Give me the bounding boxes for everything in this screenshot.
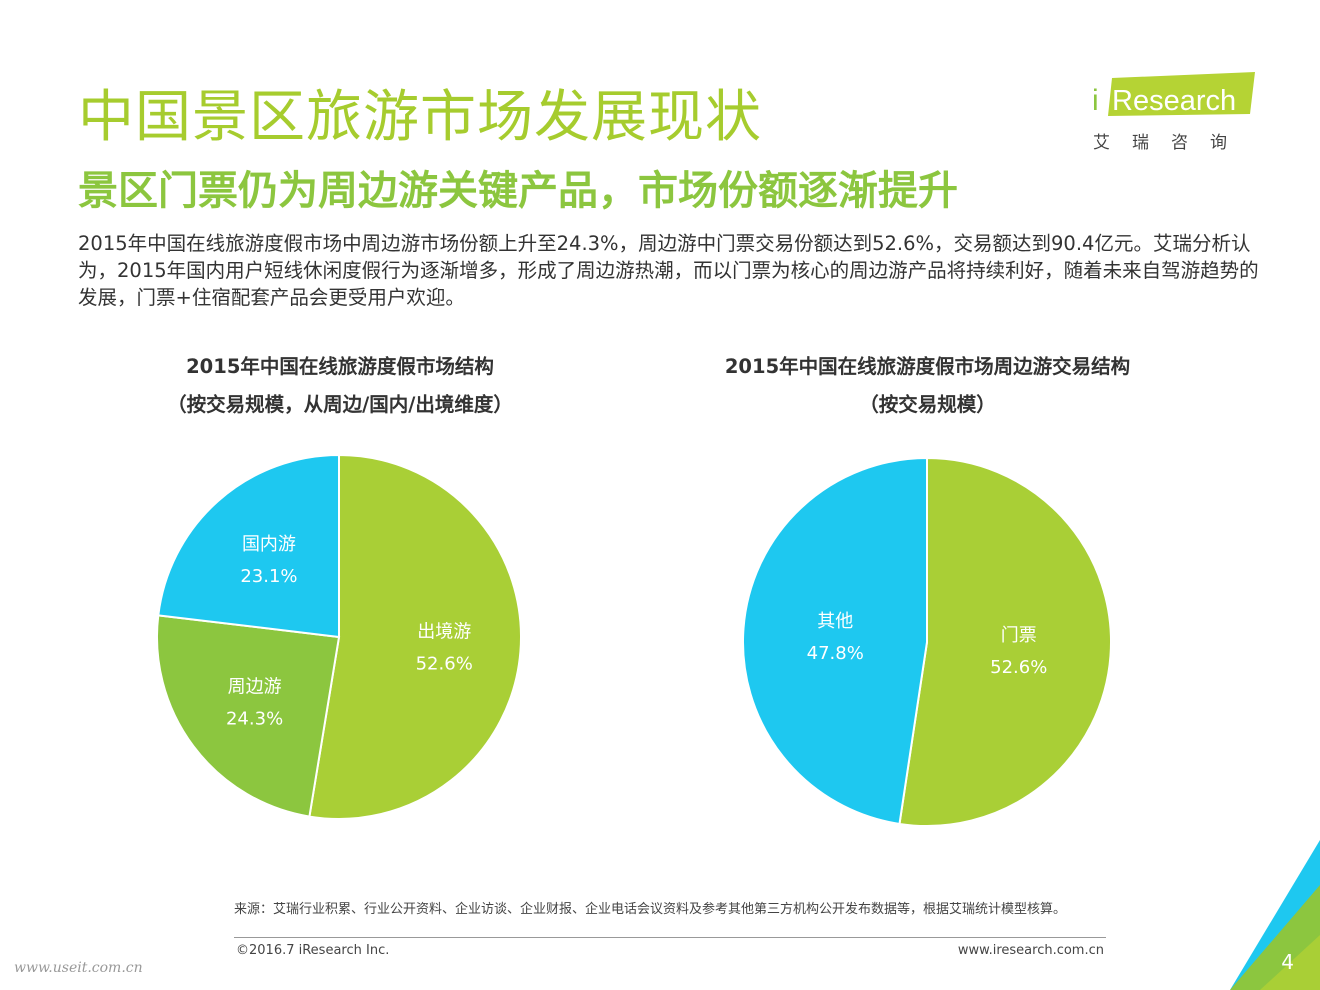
chart-2-slice-2-label: 其他 xyxy=(817,611,853,632)
chart-1-slice-1-value: 52.6% xyxy=(416,654,473,675)
chart-1-slice-3-label: 国内游 xyxy=(242,534,296,555)
chart-2-title-block: 2015年中国在线旅游度假市场周边游交易结构 （按交易规模） xyxy=(660,348,1195,424)
page-title: 中国景区旅游市场发展现状 xyxy=(78,85,762,150)
chart-1-slice-1 xyxy=(308,453,522,820)
page-number: 4 xyxy=(1281,950,1294,974)
watermark: www.useit.com.cn xyxy=(14,960,143,976)
chart-2-slice-2-value: 47.8% xyxy=(807,643,864,664)
chart-2-subtitle: （按交易规模） xyxy=(859,393,996,416)
description-paragraph: 2015年中国在线旅游度假市场中周边游市场份额上升至24.3%，周边游中门票交易… xyxy=(78,232,1259,309)
website-link[interactable]: www.iresearch.com.cn xyxy=(957,943,1104,958)
page-subtitle: 景区门票仍为周边游关键产品，市场份额逐渐提升 xyxy=(78,168,958,214)
logo-i: i xyxy=(1092,84,1099,117)
corner-decoration xyxy=(1230,840,1320,990)
chart-2-title: 2015年中国在线旅游度假市场周边游交易结构 xyxy=(724,355,1131,378)
logo-tagline: 艾瑞咨询 xyxy=(1093,133,1249,153)
iresearch-logo: i Research xyxy=(1092,72,1255,117)
source-note: 来源：艾瑞行业积累、行业公开资料、企业访谈、企业财报、企业电话会议资料及参考其他… xyxy=(234,902,1067,917)
footer-divider xyxy=(234,937,1106,938)
chart-2-slice-2 xyxy=(742,456,928,826)
chart-1-slice-2-value: 24.3% xyxy=(226,708,283,729)
chart-1-title: 2015年中国在线旅游度假市场结构 xyxy=(186,355,494,378)
chart-1-slice-3 xyxy=(157,453,340,639)
chart-2-slice-1-value: 52.6% xyxy=(990,657,1047,678)
chart-1-slice-2-label: 周边游 xyxy=(228,676,282,697)
chart-1-slice-2 xyxy=(156,614,341,818)
copyright: ©2016.7 iResearch Inc. xyxy=(236,943,390,958)
chart-1-title-block: 2015年中国在线旅游度假市场结构 （按交易规模，从周边/国内/出境维度） xyxy=(80,348,600,424)
chart-2-slice-1-label: 门票 xyxy=(1001,625,1037,646)
chart-1-subtitle: （按交易规模，从周边/国内/出境维度） xyxy=(167,393,513,416)
chart-2-slice-1 xyxy=(898,456,1112,827)
chart-1-slice-1-label: 出境游 xyxy=(417,622,471,643)
chart-1-slice-3-value: 23.1% xyxy=(240,566,297,587)
logo-brand: Research xyxy=(1112,85,1236,117)
